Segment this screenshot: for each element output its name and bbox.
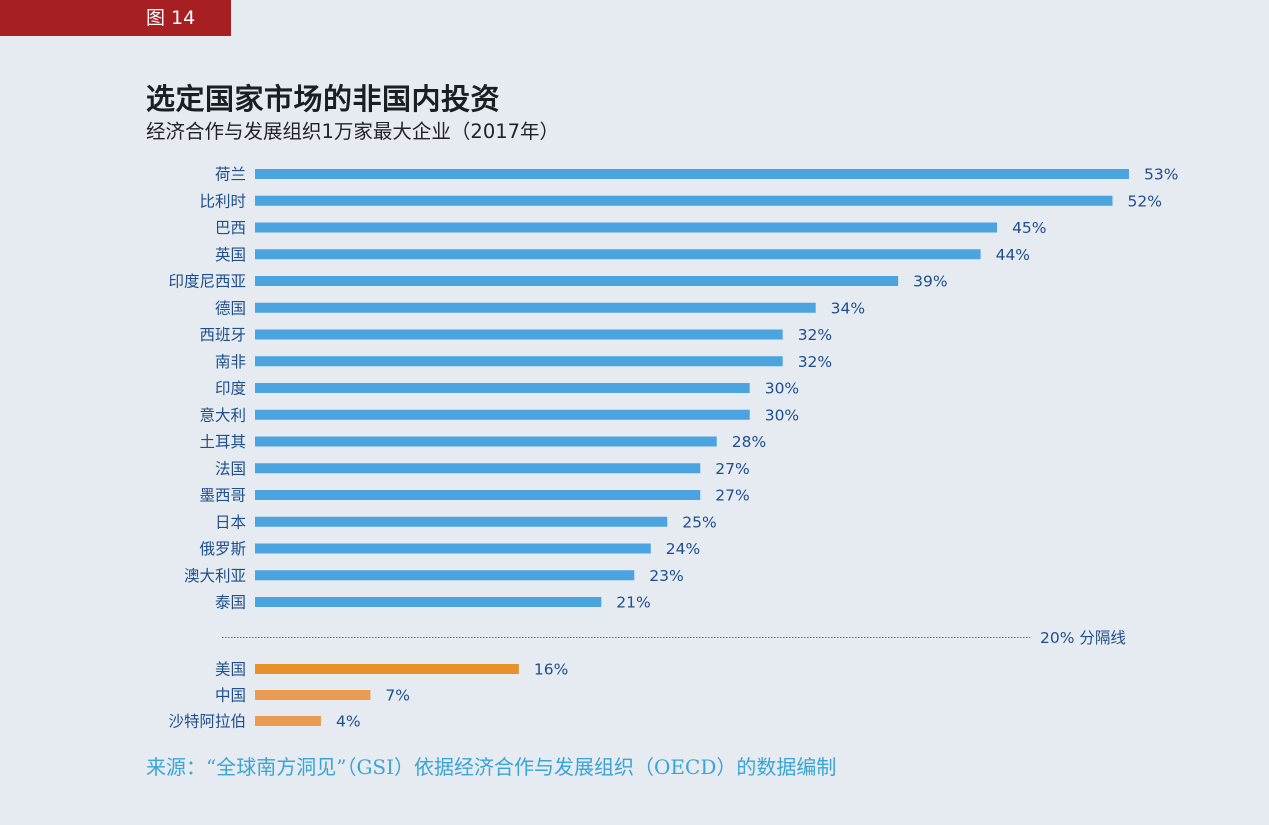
category-label: 墨西哥 bbox=[199, 487, 246, 505]
category-label: 巴西 bbox=[215, 219, 246, 237]
bar bbox=[255, 222, 998, 233]
value-label: 4% bbox=[336, 713, 361, 731]
bar bbox=[255, 302, 816, 313]
value-label: 44% bbox=[996, 246, 1030, 264]
category-label: 西班牙 bbox=[199, 326, 246, 344]
value-label: 24% bbox=[666, 540, 700, 558]
value-label: 52% bbox=[1128, 192, 1162, 210]
bar bbox=[255, 716, 321, 726]
value-label: 28% bbox=[732, 433, 766, 451]
figure-tag: 图 14 bbox=[0, 0, 231, 36]
bar bbox=[255, 409, 750, 420]
category-label: 中国 bbox=[215, 687, 246, 705]
category-label: 土耳其 bbox=[199, 433, 246, 451]
category-label: 美国 bbox=[215, 661, 246, 679]
value-label: 27% bbox=[715, 487, 749, 505]
bar bbox=[255, 249, 981, 260]
value-label: 23% bbox=[649, 567, 683, 585]
chart-title: 选定国家市场的非国内投资 bbox=[146, 82, 501, 116]
value-label: 45% bbox=[1012, 219, 1046, 237]
category-label: 沙特阿拉伯 bbox=[168, 713, 246, 731]
bar bbox=[255, 436, 717, 447]
value-label: 7% bbox=[385, 687, 410, 705]
source-note: 来源：“全球南方洞见”（GSI）依据经济合作与发展组织（OECD）的数据编制 bbox=[146, 755, 837, 779]
value-label: 32% bbox=[798, 326, 832, 344]
chart-subtitle: 经济合作与发展组织1万家最大企业（2017年） bbox=[146, 120, 560, 143]
value-label: 39% bbox=[913, 273, 947, 291]
category-label: 法国 bbox=[215, 460, 246, 478]
category-label: 英国 bbox=[215, 246, 246, 264]
value-label: 53% bbox=[1144, 166, 1178, 184]
value-label: 21% bbox=[616, 594, 650, 612]
bar bbox=[255, 356, 783, 367]
bar bbox=[255, 516, 668, 527]
category-label: 印度尼西亚 bbox=[168, 273, 246, 291]
value-label: 27% bbox=[715, 460, 749, 478]
bar bbox=[255, 664, 519, 674]
value-label: 30% bbox=[765, 406, 799, 424]
bar bbox=[255, 690, 371, 700]
category-label: 泰国 bbox=[215, 594, 246, 612]
category-label: 澳大利亚 bbox=[184, 567, 246, 585]
bar bbox=[255, 570, 635, 581]
category-label: 意大利 bbox=[199, 405, 246, 424]
category-label: 俄罗斯 bbox=[199, 540, 246, 558]
category-label: 德国 bbox=[215, 299, 246, 317]
category-label: 比利时 bbox=[199, 192, 246, 210]
value-label: 25% bbox=[682, 513, 716, 531]
divider-label: 20% 分隔线 bbox=[1040, 629, 1126, 647]
value-label: 34% bbox=[831, 299, 865, 317]
value-label: 32% bbox=[798, 353, 832, 371]
bar bbox=[255, 169, 1129, 179]
category-label: 日本 bbox=[215, 513, 246, 531]
bar bbox=[255, 597, 602, 607]
bar bbox=[255, 463, 701, 474]
bar bbox=[255, 543, 651, 554]
bar bbox=[255, 195, 1113, 206]
category-label: 印度 bbox=[215, 380, 246, 398]
bar bbox=[255, 383, 750, 393]
category-label: 荷兰 bbox=[215, 166, 246, 184]
bar bbox=[255, 490, 701, 500]
category-label: 南非 bbox=[215, 353, 246, 371]
value-label: 16% bbox=[534, 661, 568, 679]
bar bbox=[255, 276, 899, 286]
bar bbox=[255, 329, 783, 340]
value-label: 30% bbox=[765, 380, 799, 398]
